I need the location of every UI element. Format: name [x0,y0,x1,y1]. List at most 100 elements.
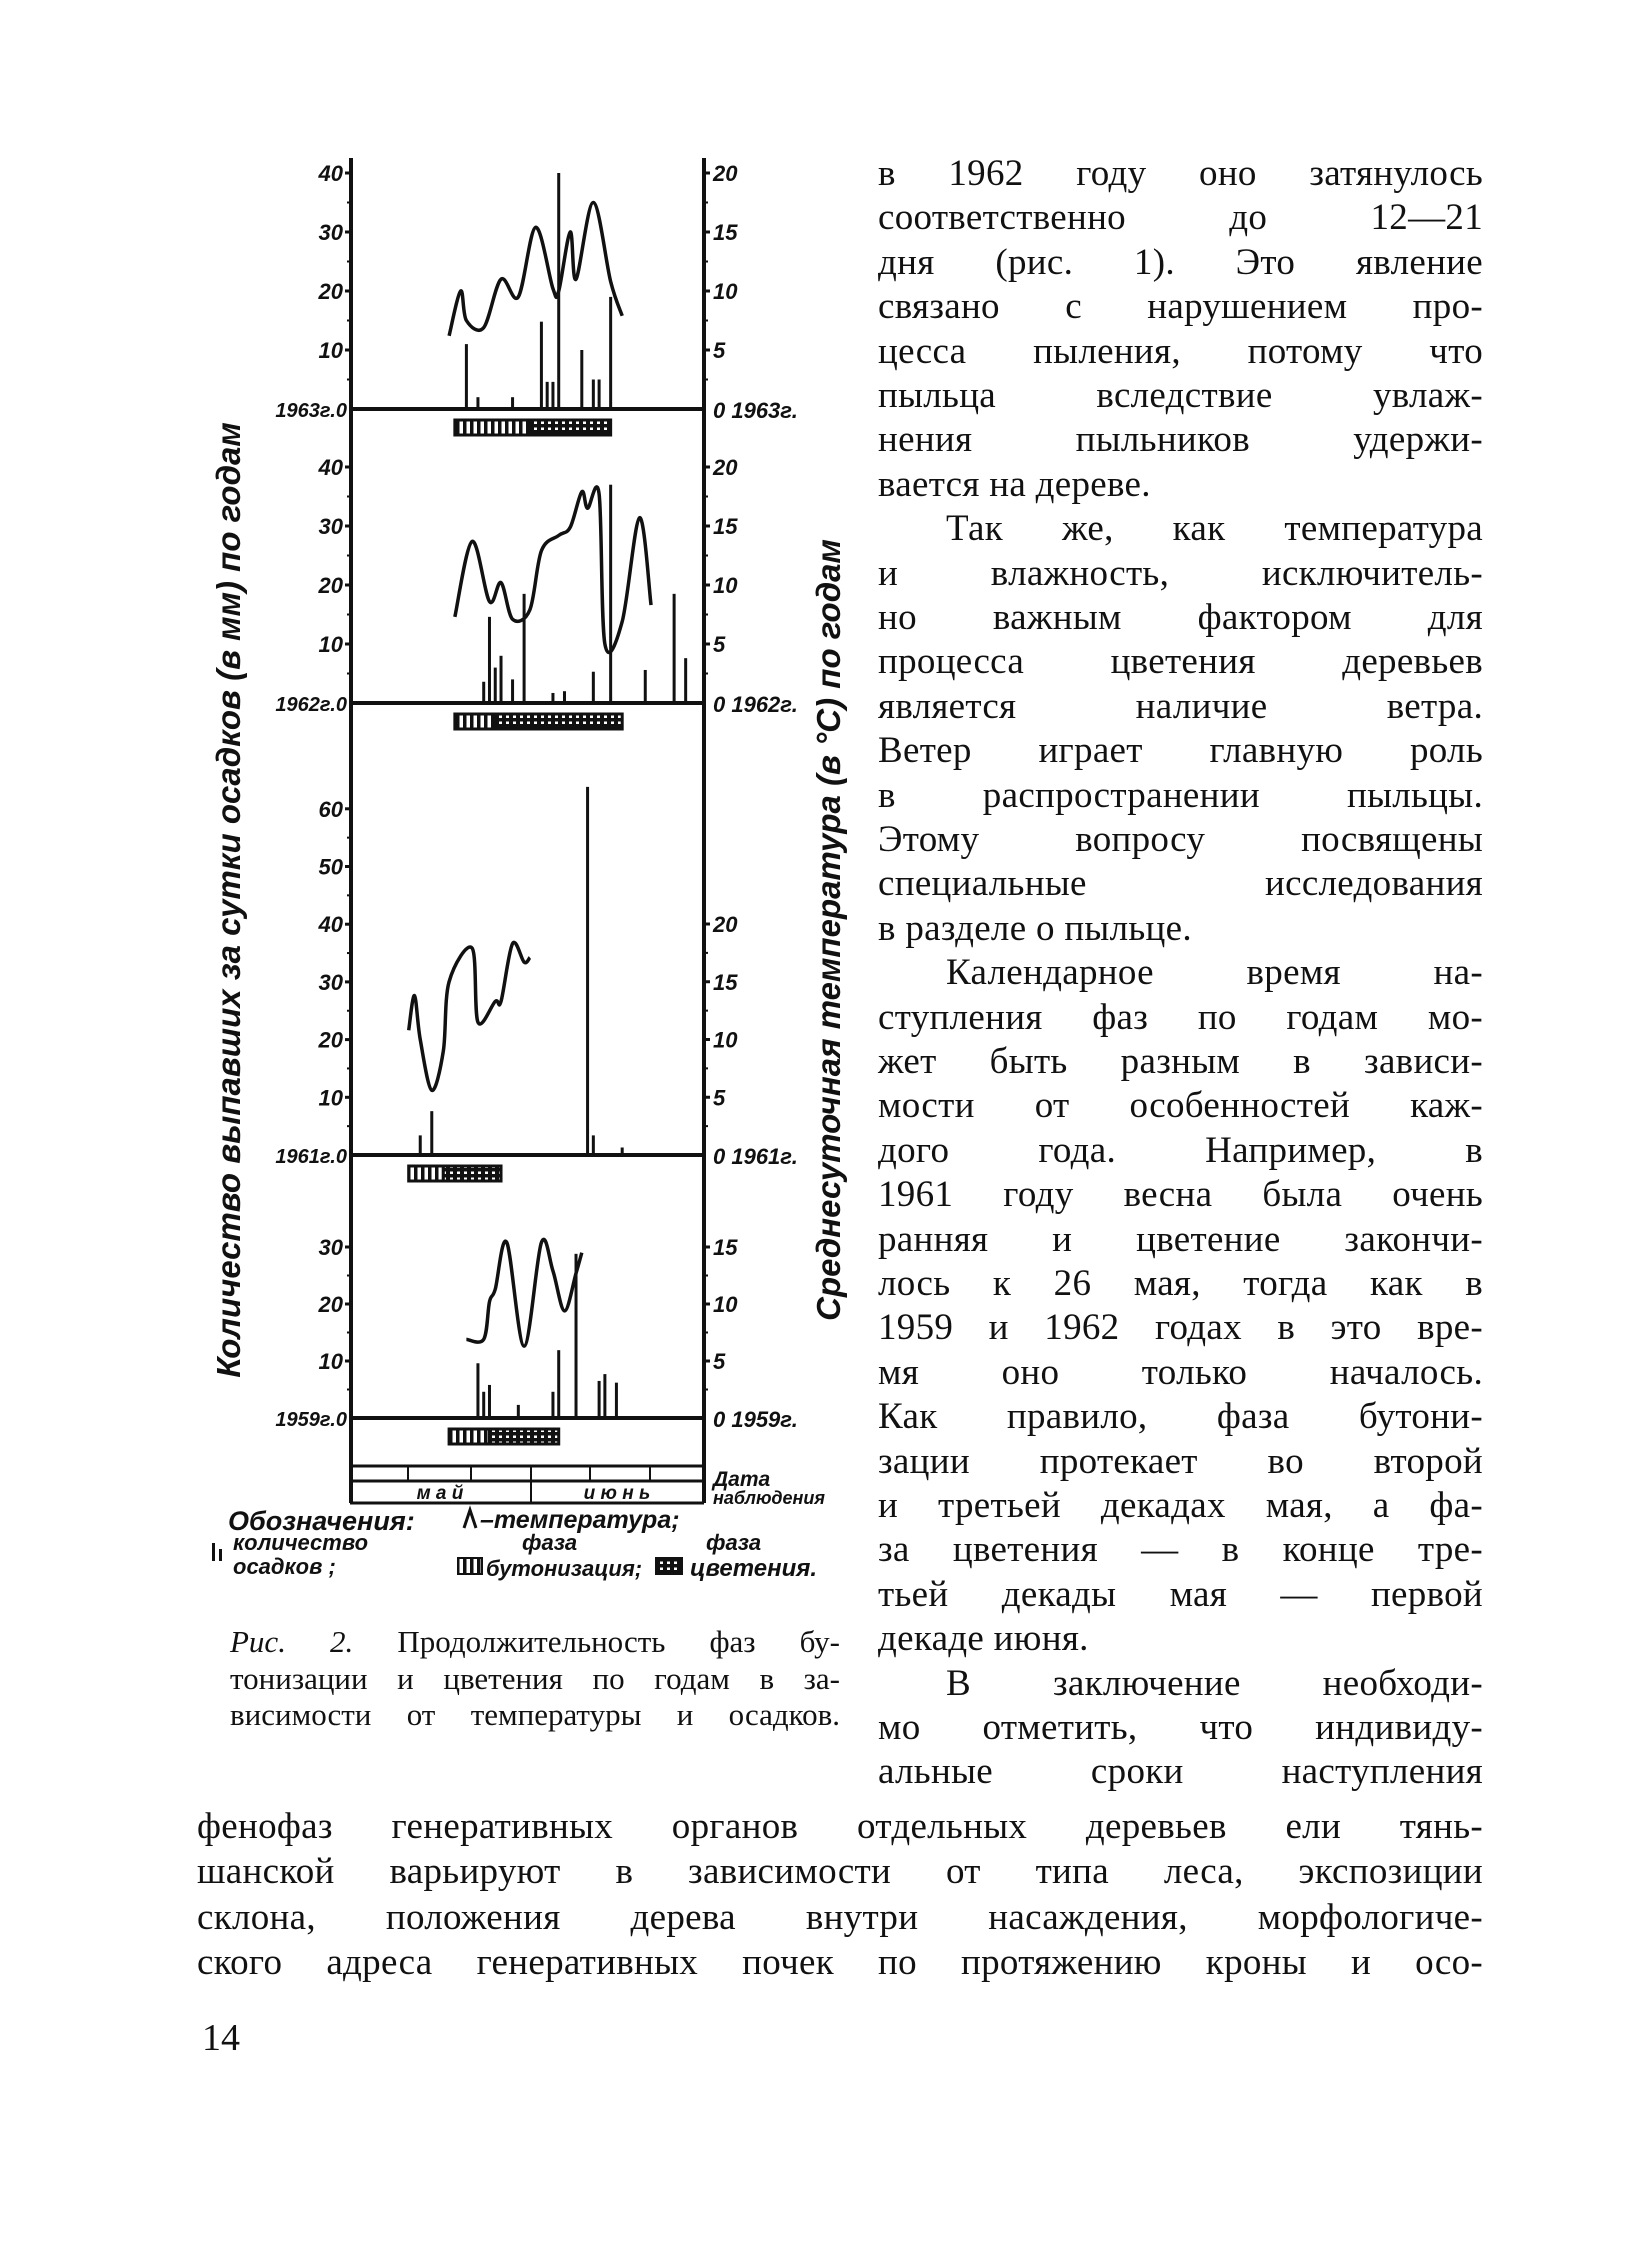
month-axis: м а й и ю н ь [350,1464,704,1505]
right-tick-label: 15 [713,1235,738,1260]
text-line: связано с нарушением про- [878,286,1483,328]
precipitation-bar [551,381,555,409]
budding-phase-bar [447,1427,491,1446]
precipitation-bar [545,381,549,409]
precipitation-bar [591,671,595,703]
right-year-label: 0 1959г. [713,1407,798,1432]
precipitation-bar [487,616,491,703]
precipitation-bar [574,1253,578,1418]
flowering-phase-bar [493,712,624,731]
temperature-line [453,485,653,655]
text-line: пыльца вследствие увлаж- [878,375,1483,416]
precipitation-bar [482,1391,486,1418]
caption-label: Рис. 2. [230,1624,354,1659]
legend-temperature: –температура; [480,1506,680,1534]
x-axis-title-1: Дата [711,1468,771,1491]
right-tick-label: 20 [712,912,738,937]
left-year-label: 1963г.0 [275,400,347,422]
text-line: нения пыльников удержи- [878,419,1483,461]
left-year-label: 1961г.0 [275,1146,347,1168]
legend-bud-1: фаза [522,1530,577,1555]
text-line: Ветер играет главную роль [878,730,1483,772]
text-line: альные сроки наступления [878,1751,1483,1793]
text-line: в разделе о пыльце. [878,907,1192,949]
text-line: вается на дереве. [878,463,1151,505]
right-tick-label: 5 [713,632,726,657]
text-line: за цветения — в конце тре- [878,1529,1483,1571]
caption-line: тонизации и цветения по годам в за- [230,1661,840,1696]
text-line: ского адреса генеративных почек по протя… [197,1942,1483,1984]
left-tick-label: 20 [318,573,344,598]
text-line: мо отметить, что индивиду- [878,1707,1483,1748]
text-line: 1959 и 1962 годах в это вре- [878,1307,1483,1349]
left-year-label: 1962г.0 [275,694,347,716]
text-line: дня (рис. 1). Это явление [878,241,1483,283]
precipitation-bar [539,321,543,409]
text-line: и влажность, исключитель- [878,552,1483,594]
precipitation-bar [597,379,601,409]
flowering-phase-bar [441,1164,503,1183]
text-line: процесса цветения деревьев [878,641,1483,683]
precipitation-bar [511,397,515,409]
left-tick-label: 10 [319,338,344,363]
right-tick-label: 5 [713,1349,726,1374]
month-may: м а й [417,1483,464,1504]
precipitation-bar [562,691,566,703]
right-tick-label: 20 [712,161,738,186]
text-line: в 1962 году оно затянулось [878,153,1483,194]
left-year-label: 1959г.0 [275,1409,347,1431]
right-tick-label: 5 [713,1085,726,1110]
precipitation-bar [551,1391,555,1418]
budding-phase-bar [407,1164,445,1183]
precipitation-bar [482,681,486,703]
precipitation-bar [476,397,480,409]
x-axis-title-2: наблюдения [713,1488,825,1508]
text-line: ранняя и цветение закончи- [878,1218,1483,1260]
right-year-label: 0 1963г. [713,398,798,423]
right-tick-label: 10 [713,279,738,304]
legend-precip-2: осадков ; [233,1554,336,1579]
right-tick-label: 10 [713,1028,738,1053]
temperature-line [447,200,624,337]
precipitation-bar [603,1374,607,1418]
precipitation-bar [516,1404,520,1418]
legend-bloom-icon [655,1557,683,1575]
text-line: Календарное время на- [946,952,1483,994]
left-tick-label: 60 [319,797,344,822]
precipitation-bar [591,1135,595,1155]
precipitation-bar [476,1363,480,1418]
left-tick-label: 30 [319,970,344,995]
precipitation-bar [609,484,613,703]
legend-bloom-2: цветения. [690,1555,817,1582]
precipitation-bar [614,1382,618,1418]
precipitation-bar [499,655,503,703]
left-tick-label: 40 [318,455,344,480]
legend-precip-1: количество [233,1530,368,1555]
text-line: Как правило, фаза бутони- [878,1396,1483,1438]
panel-1962: 40 30 20 10 20 15 10 5 1962г.0 0 1962г. [275,455,798,731]
precipitation-bar [597,1380,601,1418]
text-line: ступления фаз по годам мо- [878,996,1483,1038]
precipitation-bar [464,344,468,409]
precipitation-bar [557,1350,561,1418]
text-line: соответственно до 12—21 [878,197,1483,239]
precipitation-bar [591,379,595,409]
precipitation-bar [620,1147,624,1155]
precipitation-bar [418,1135,422,1155]
right-axis-title: Среднесуточная температура (в °С) по год… [810,539,847,1321]
budding-phase-bar [453,712,497,731]
text-line: мости от особенностей каж- [878,1085,1483,1127]
temperature-line [466,1237,584,1348]
left-axis-title: Количество выпавших за сутки осадков (в … [210,422,247,1378]
right-tick-label: 15 [713,514,738,539]
text-line: специальные исследования [878,863,1483,905]
text-line: лось к 26 мая, тогда как в [878,1263,1483,1304]
precipitation-bar [609,296,613,409]
text-line: декаде июня. [878,1618,1089,1660]
text-line: 1961 году весна была очень [878,1174,1483,1216]
text-line: зации протекает во второй [878,1440,1483,1482]
left-tick-label: 30 [319,1235,344,1260]
right-tick-label: 15 [713,220,738,245]
right-tick-label: 15 [713,970,738,995]
panel-1961: 60 50 40 30 20 10 20 15 10 5 1961г.0 0 1961г. [275,786,798,1183]
